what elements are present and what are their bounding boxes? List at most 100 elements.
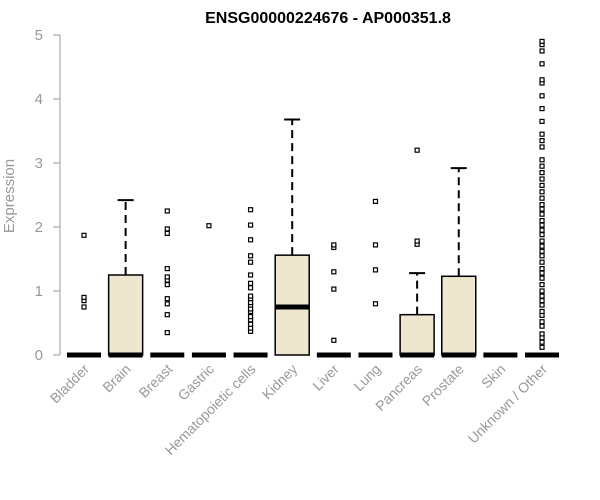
x-category-label: Lung [350,361,383,394]
x-category-label: Breast [135,361,175,401]
x-category-label: Kidney [259,361,301,403]
box-bladder [67,232,101,358]
outlier-point [539,222,545,228]
box-body [107,274,144,356]
outlier-point [539,93,545,99]
outlier-point [539,323,545,329]
outlier-point [372,301,379,307]
outlier-point [539,176,545,182]
outlier-point [539,38,545,45]
outlier-point [539,157,545,163]
box-body [441,275,477,356]
outlier-point [164,226,170,232]
box-breast [150,208,185,358]
outlier-point [539,48,545,54]
outlier-point [539,293,545,299]
outlier-point [539,144,545,150]
outlier-point [539,344,545,350]
outlier-point [372,242,379,248]
outlier-point [539,131,545,137]
box-brain [107,199,144,358]
outlier-point [247,293,254,299]
chart-title: ENSG00000224676 - AP000351.8 [205,10,451,27]
outlier-point [247,207,254,213]
outlier-point [164,230,170,236]
box-prostate [441,167,477,358]
outlier-point [539,138,545,144]
outlier-point [539,238,545,244]
outlier-point [414,147,420,153]
outlier-point [539,275,545,281]
box-liver [316,242,351,358]
outlier-point [539,243,545,249]
box-body [399,313,435,356]
outlier-point [247,259,254,265]
outlier-point [372,267,379,273]
outlier-point [331,337,337,343]
outlier-point [247,321,254,327]
outlier-point [539,227,545,233]
y-axis-label: Expression [1,159,18,233]
y-tick-label: 1 [35,283,43,300]
box-gastric [191,223,226,358]
outlier-point [164,312,170,318]
outlier-point [539,61,545,67]
outlier-point [539,218,545,224]
outlier-point [247,314,254,320]
outlier-point [539,195,545,201]
y-tick-label: 4 [35,91,43,108]
outlier-point [539,253,545,259]
outlier-point [539,298,545,304]
y-axis: 0 1 2 3 4 5 [35,27,61,364]
outlier-point [539,339,545,345]
outlier-point [164,274,170,280]
outlier-point [164,266,170,272]
outlier-point [539,248,545,254]
outlier-point [539,118,545,125]
outlier-point [247,237,254,243]
outlier-point [539,105,545,112]
outlier-point [539,206,545,212]
outlier-point [539,170,545,176]
x-category-label: Skin [478,361,509,392]
outlier-point [164,301,170,307]
outlier-point [247,280,254,286]
outlier-point [164,330,170,336]
outlier-point [81,232,87,238]
outlier-point [164,208,170,214]
outlier-point [164,282,170,288]
y-tick-label: 3 [35,155,43,172]
outlier-point [81,294,87,300]
outlier-point [81,304,87,310]
x-category-label: Liver [309,361,342,394]
outlier-point [539,189,545,195]
outlier-point [539,270,545,276]
outlier-point [247,222,254,228]
x-category-label: Unknown / Other [465,361,551,447]
x-category-label: Bladder [47,361,93,407]
x-category-label: Prostate [419,361,467,409]
x-category-label: Brain [99,361,133,395]
outlier-point [247,285,254,291]
outlier-point [414,238,420,244]
outlier-point [331,286,337,292]
outlier-point [539,266,545,272]
outlier-point [539,77,545,83]
outlier-point [539,211,545,217]
outlier-point [331,242,337,248]
box-lung [358,198,393,358]
box-series [67,38,560,358]
y-tick-label: 0 [35,347,43,364]
y-tick-label: 2 [35,219,43,236]
box-hematopoietic-cells [233,207,268,358]
outlier-point [539,319,545,325]
outlier-point [539,163,545,169]
outlier-point [331,269,337,275]
outlier-point [539,288,545,294]
outlier-point [164,296,170,302]
box-kidney [274,118,310,356]
outlier-point [539,182,545,188]
outlier-point [539,282,545,288]
outlier-point [539,308,545,315]
